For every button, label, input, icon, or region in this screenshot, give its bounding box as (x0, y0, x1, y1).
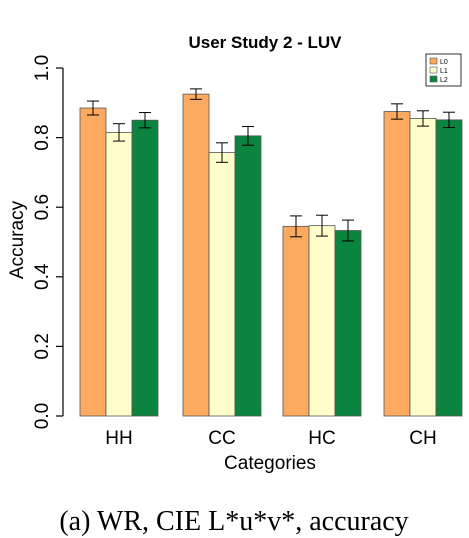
bar (282, 225, 310, 417)
bars (79, 88, 463, 417)
y-tick-label: 0.6 (32, 194, 53, 220)
legend-label: L2 (440, 77, 448, 84)
x-tick-label: HH (105, 428, 132, 449)
bar (105, 131, 133, 417)
legend: L0 L1 L2 (425, 53, 462, 87)
figure-caption: (a) WR, CIE L*u*v*, accuracy (59, 506, 408, 537)
y-tick-label: 1.0 (32, 55, 53, 81)
bar (234, 135, 262, 417)
bar (131, 119, 159, 417)
bar (182, 93, 210, 417)
y-tick-label: 0.8 (32, 124, 53, 150)
legend-swatch (429, 75, 438, 83)
y-axis-label: Accuracy (7, 200, 28, 279)
bar (208, 152, 236, 417)
y-tick-label: 0.4 (32, 263, 53, 290)
chart-title: User Study 2 - LUV (188, 33, 342, 52)
x-axis: HH CC HC CH (105, 428, 436, 449)
legend-label: L0 (440, 59, 448, 66)
bar (79, 107, 107, 417)
bar (308, 225, 336, 417)
x-tick-label: HC (308, 428, 335, 449)
x-tick-label: CH (409, 428, 436, 449)
bar (383, 111, 411, 417)
y-tick-label: 0.2 (32, 333, 53, 359)
y-axis: 0.0 0.2 0.4 0.6 0.8 1.0 (32, 55, 64, 429)
bar (435, 119, 463, 417)
x-axis-label: Categories (224, 453, 316, 474)
x-tick-label: CC (208, 428, 235, 449)
bar (409, 118, 437, 417)
legend-swatch (429, 57, 438, 65)
legend-label: L1 (440, 68, 448, 75)
legend-swatch (429, 66, 438, 74)
bar (334, 230, 362, 417)
y-tick-label: 0.0 (32, 403, 53, 429)
